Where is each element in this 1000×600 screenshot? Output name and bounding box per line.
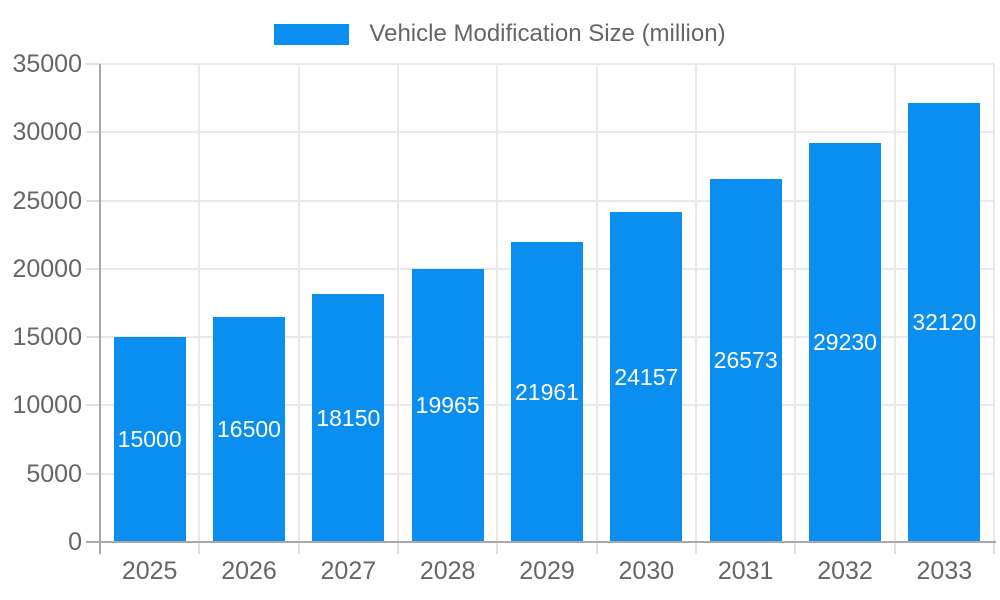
bar[interactable]: 18150 [312, 294, 385, 542]
x-tick [893, 541, 896, 554]
bar[interactable]: 32120 [908, 103, 981, 542]
y-tick [86, 472, 100, 475]
x-gridline [695, 64, 697, 542]
y-tick [86, 404, 100, 407]
legend-swatch [274, 23, 350, 45]
bar[interactable]: 24157 [610, 212, 683, 542]
x-tick [595, 541, 598, 554]
y-tick [86, 267, 100, 270]
x-gridline [794, 64, 797, 542]
bar[interactable]: 26573 [709, 179, 782, 542]
y-tick-label: 15000 [12, 323, 82, 352]
x-gridline [496, 64, 499, 542]
y-axis-line [99, 64, 101, 554]
x-gridline [198, 64, 201, 542]
x-tick [198, 541, 201, 554]
y-tick-label: 5000 [26, 459, 82, 488]
x-tick [397, 541, 399, 554]
y-tick-label: 0 [68, 528, 82, 556]
bar[interactable]: 15000 [113, 337, 186, 542]
y-gridline [100, 63, 994, 65]
x-tick-label: 2030 [618, 557, 675, 585]
x-gridline [595, 64, 598, 542]
x-tick-label: 2026 [221, 557, 277, 585]
y-tick [86, 131, 100, 134]
x-tick-label: 2027 [320, 557, 377, 585]
x-gridline [893, 64, 896, 542]
y-gridline [100, 199, 994, 202]
bar[interactable]: 21961 [511, 242, 583, 542]
bar[interactable]: 19965 [411, 269, 484, 542]
bar[interactable]: 16500 [213, 316, 285, 542]
x-tick-label: 2033 [916, 557, 973, 585]
x-tick [794, 541, 797, 554]
x-gridline [397, 64, 399, 542]
y-tick-label: 35000 [12, 50, 82, 78]
x-tick [993, 541, 995, 554]
bar-value-label: 19965 [415, 392, 480, 419]
bar-value-label: 24157 [614, 363, 679, 390]
y-tick-label: 30000 [12, 118, 82, 147]
x-tick [297, 541, 300, 554]
bar-value-label: 32120 [912, 309, 977, 336]
x-tick-label: 2031 [717, 557, 774, 585]
y-tick [86, 199, 100, 202]
bar-value-label: 21961 [515, 378, 579, 405]
x-tick-label: 2029 [519, 557, 575, 585]
bar-value-label: 15000 [117, 426, 182, 453]
x-axis-line [86, 541, 996, 543]
x-tick [496, 541, 499, 554]
x-tick-label: 2028 [419, 557, 476, 585]
y-tick [86, 63, 100, 65]
x-tick-label: 2025 [121, 557, 178, 585]
y-gridline [100, 131, 994, 134]
bar-value-label: 16500 [217, 415, 281, 442]
bar[interactable]: 29230 [809, 142, 881, 542]
x-tick-label: 2032 [817, 557, 873, 585]
legend-item[interactable]: Vehicle Modification Size (million) [0, 18, 1000, 50]
bar-value-label: 18150 [316, 404, 381, 431]
x-tick [695, 541, 697, 554]
legend-label: Vehicle Modification Size (million) [369, 20, 726, 47]
y-tick [86, 336, 100, 339]
y-tick-label: 20000 [12, 254, 82, 283]
y-tick-label: 10000 [12, 391, 82, 420]
x-gridline [297, 64, 300, 542]
x-gridline [993, 64, 995, 542]
bar-value-label: 29230 [813, 328, 877, 355]
y-tick-label: 25000 [12, 186, 82, 215]
bar-value-label: 26573 [713, 347, 778, 374]
